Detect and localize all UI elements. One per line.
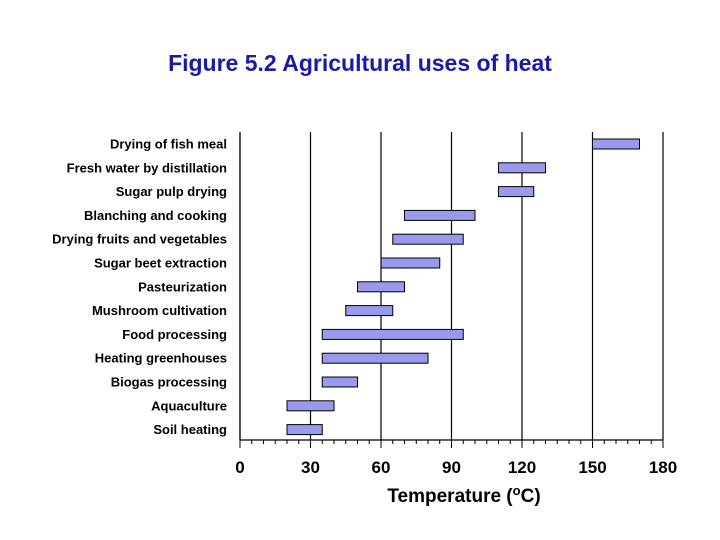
category-label: Fresh water by distillation bbox=[67, 160, 227, 175]
x-tick-label: 180 bbox=[649, 458, 677, 477]
category-label: Sugar pulp drying bbox=[116, 184, 227, 199]
bar bbox=[404, 209, 476, 221]
x-axis-title: Temperature (oC) bbox=[387, 483, 540, 507]
bar bbox=[392, 233, 464, 245]
category-label: Pasteurization bbox=[138, 279, 227, 294]
category-label: Heating greenhouses bbox=[95, 351, 227, 366]
bar bbox=[380, 257, 441, 269]
x-tick-label: 90 bbox=[442, 458, 461, 477]
category-label: Aquaculture bbox=[151, 398, 227, 413]
x-tick-label: 120 bbox=[508, 458, 536, 477]
x-tick-label: 150 bbox=[578, 458, 606, 477]
bar bbox=[498, 162, 546, 174]
category-label: Drying of fish meal bbox=[110, 137, 227, 152]
category-label: Drying fruits and vegetables bbox=[52, 232, 227, 247]
category-label: Mushroom cultivation bbox=[92, 303, 227, 318]
bars bbox=[286, 138, 640, 436]
category-label: Biogas processing bbox=[111, 375, 227, 390]
bar bbox=[286, 400, 335, 412]
category-labels: Drying of fish meal Fresh water by distil… bbox=[52, 137, 227, 438]
x-axis-title-end: C) bbox=[521, 486, 541, 507]
bar bbox=[345, 305, 394, 317]
x-axis bbox=[239, 132, 664, 448]
category-label: Soil heating bbox=[153, 422, 227, 437]
x-tick-label: 30 bbox=[301, 458, 320, 477]
bar bbox=[321, 376, 358, 388]
bar bbox=[321, 328, 464, 340]
x-axis-title-main: Temperature ( bbox=[387, 486, 513, 507]
page-title: Figure 5.2 Agricultural uses of heat bbox=[168, 50, 552, 76]
bar bbox=[498, 186, 535, 198]
gridlines bbox=[239, 132, 664, 440]
bar bbox=[286, 424, 323, 436]
x-tick-labels: 0 30 60 90 120 150 180 bbox=[235, 458, 677, 477]
bar bbox=[357, 281, 405, 293]
category-label: Sugar beet extraction bbox=[94, 256, 227, 271]
bar bbox=[321, 352, 429, 364]
category-label: Blanching and cooking bbox=[84, 208, 227, 223]
x-axis-title-superscript: o bbox=[513, 483, 521, 498]
x-tick-label: 0 bbox=[235, 458, 244, 477]
bar bbox=[592, 138, 640, 150]
category-label: Food processing bbox=[122, 327, 227, 342]
x-tick-label: 60 bbox=[372, 458, 391, 477]
